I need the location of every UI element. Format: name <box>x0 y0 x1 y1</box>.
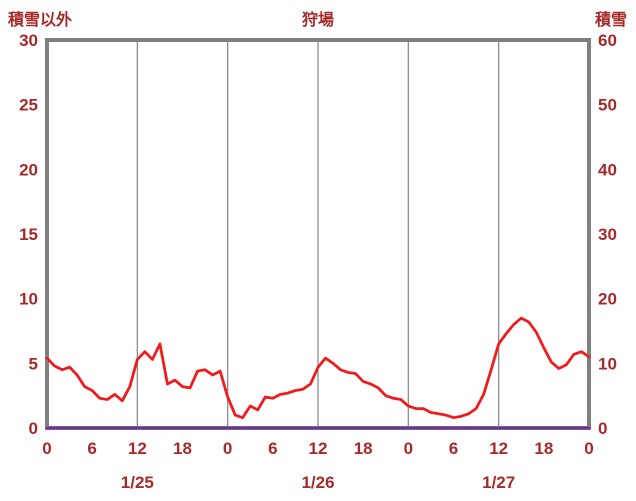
chart-title: 狩場 <box>301 12 335 29</box>
right-axis-title: 積雪 <box>594 12 627 29</box>
x-axis-tick-label: 6 <box>449 439 458 458</box>
right-axis-tick-label: 40 <box>598 160 617 179</box>
left-axis-tick-label: 10 <box>19 290 38 309</box>
x-axis-tick-label: 12 <box>489 439 508 458</box>
x-axis-tick-label: 18 <box>534 439 553 458</box>
x-axis-tick-label: 0 <box>584 439 593 458</box>
x-axis-tick-label: 6 <box>268 439 277 458</box>
x-axis-tick-label: 0 <box>223 439 232 458</box>
date-label: 1/26 <box>301 473 334 492</box>
x-axis-tick-label: 18 <box>354 439 373 458</box>
x-axis-tick-label: 12 <box>128 439 147 458</box>
x-axis-tick-label: 12 <box>309 439 328 458</box>
x-axis-tick-label: 0 <box>404 439 413 458</box>
date-label: 1/25 <box>121 473 154 492</box>
left-axis-tick-label: 25 <box>19 96 38 115</box>
right-axis-tick-label: 20 <box>598 290 617 309</box>
x-axis-tick-label: 0 <box>42 439 51 458</box>
date-label: 1/27 <box>482 473 515 492</box>
x-axis-tick-label: 18 <box>173 439 192 458</box>
right-axis-tick-label: 0 <box>598 419 607 438</box>
left-axis-tick-label: 30 <box>19 31 38 50</box>
right-axis-tick-label: 30 <box>598 225 617 244</box>
right-axis-tick-label: 50 <box>598 96 617 115</box>
right-axis-tick-label: 60 <box>598 31 617 50</box>
left-axis-tick-label: 20 <box>19 160 38 179</box>
left-axis-tick-label: 15 <box>19 225 38 244</box>
left-axis-title: 積雪以外 <box>8 12 73 29</box>
left-axis-tick-label: 5 <box>29 354 38 373</box>
series-line-non-snow <box>45 316 591 420</box>
right-axis-tick-label: 10 <box>598 354 617 373</box>
left-axis-tick-label: 0 <box>29 419 38 438</box>
x-axis-tick-label: 6 <box>87 439 96 458</box>
